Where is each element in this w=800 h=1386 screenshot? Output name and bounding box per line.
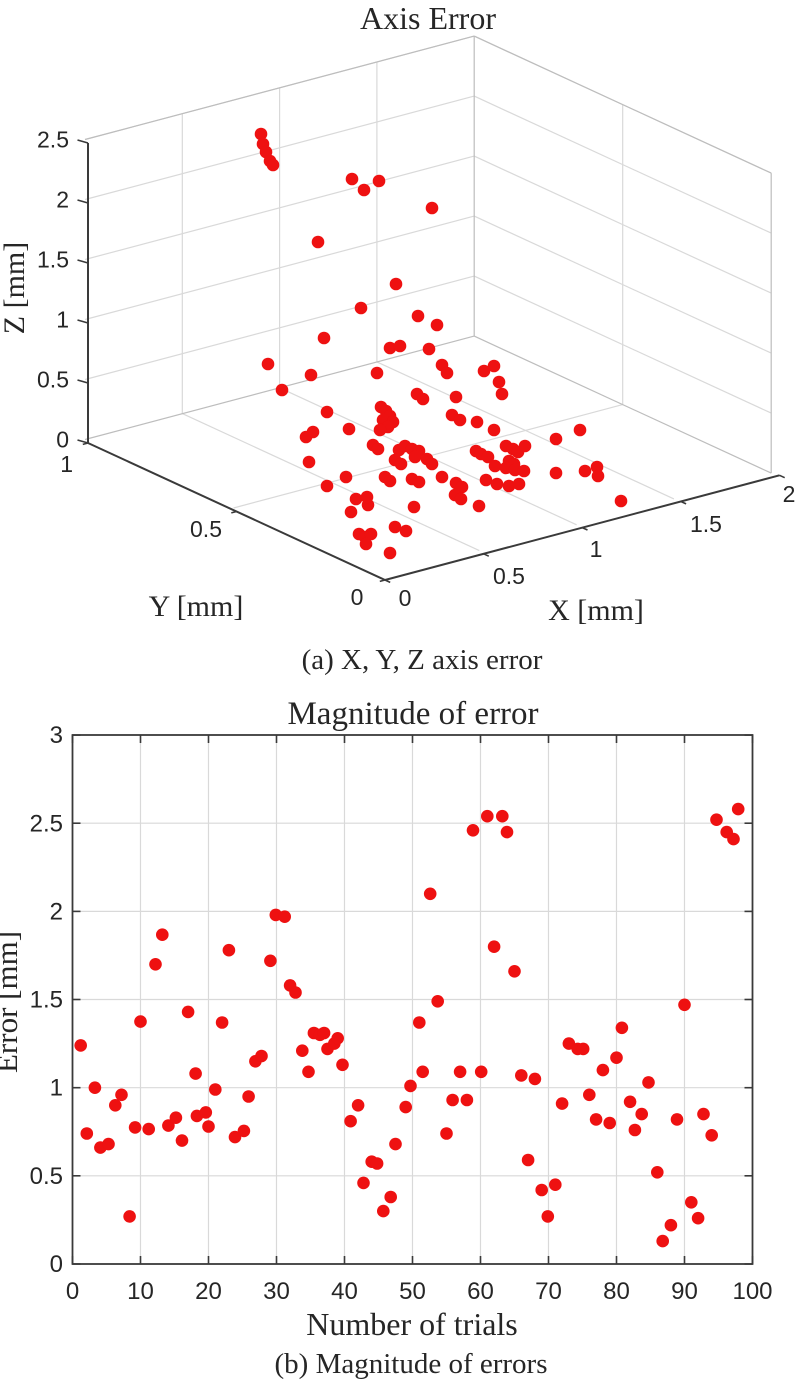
svg-text:0.5: 0.5 [493, 563, 525, 589]
svg-text:100: 100 [732, 1278, 772, 1305]
svg-text:1: 1 [60, 451, 73, 477]
svg-text:0: 0 [56, 427, 69, 453]
svg-text:(a) X, Y, Z axis error: (a) X, Y, Z axis error [302, 644, 543, 676]
svg-text:1.5: 1.5 [690, 511, 722, 537]
svg-text:0: 0 [351, 584, 364, 610]
svg-text:Magnitude of error: Magnitude of error [287, 696, 538, 732]
svg-text:1: 1 [56, 307, 69, 333]
svg-text:X [mm]: X [mm] [548, 594, 644, 627]
svg-text:1: 1 [590, 536, 603, 562]
svg-text:60: 60 [467, 1278, 494, 1305]
svg-text:Axis Error: Axis Error [360, 0, 496, 36]
svg-text:Z [mm]: Z [mm] [0, 242, 31, 334]
svg-text:80: 80 [603, 1278, 630, 1305]
svg-text:(b) Magnitude of errors: (b) Magnitude of errors [275, 1348, 548, 1380]
svg-text:0: 0 [66, 1278, 79, 1305]
svg-text:1.5: 1.5 [37, 247, 69, 273]
svg-text:90: 90 [671, 1278, 698, 1305]
svg-text:30: 30 [263, 1278, 290, 1305]
svg-text:70: 70 [535, 1278, 562, 1305]
svg-text:0.5: 0.5 [190, 516, 222, 542]
svg-text:0: 0 [399, 585, 412, 611]
svg-text:2: 2 [783, 481, 796, 507]
svg-text:1.5: 1.5 [30, 987, 63, 1014]
svg-text:Error [mm]: Error [mm] [0, 931, 24, 1073]
svg-text:0.5: 0.5 [37, 367, 69, 393]
svg-text:50: 50 [399, 1278, 426, 1305]
svg-text:0: 0 [50, 1251, 63, 1278]
svg-text:2.5: 2.5 [30, 810, 63, 837]
svg-text:2: 2 [50, 898, 63, 925]
svg-text:0.5: 0.5 [30, 1163, 63, 1190]
svg-text:40: 40 [331, 1278, 358, 1305]
svg-text:2: 2 [56, 187, 69, 213]
svg-text:10: 10 [127, 1278, 154, 1305]
svg-text:Y [mm]: Y [mm] [149, 590, 244, 623]
svg-text:20: 20 [195, 1278, 222, 1305]
svg-text:2.5: 2.5 [37, 127, 69, 153]
svg-text:3: 3 [50, 722, 63, 749]
svg-text:Number of trials: Number of trials [306, 1306, 518, 1342]
svg-text:1: 1 [50, 1075, 63, 1102]
